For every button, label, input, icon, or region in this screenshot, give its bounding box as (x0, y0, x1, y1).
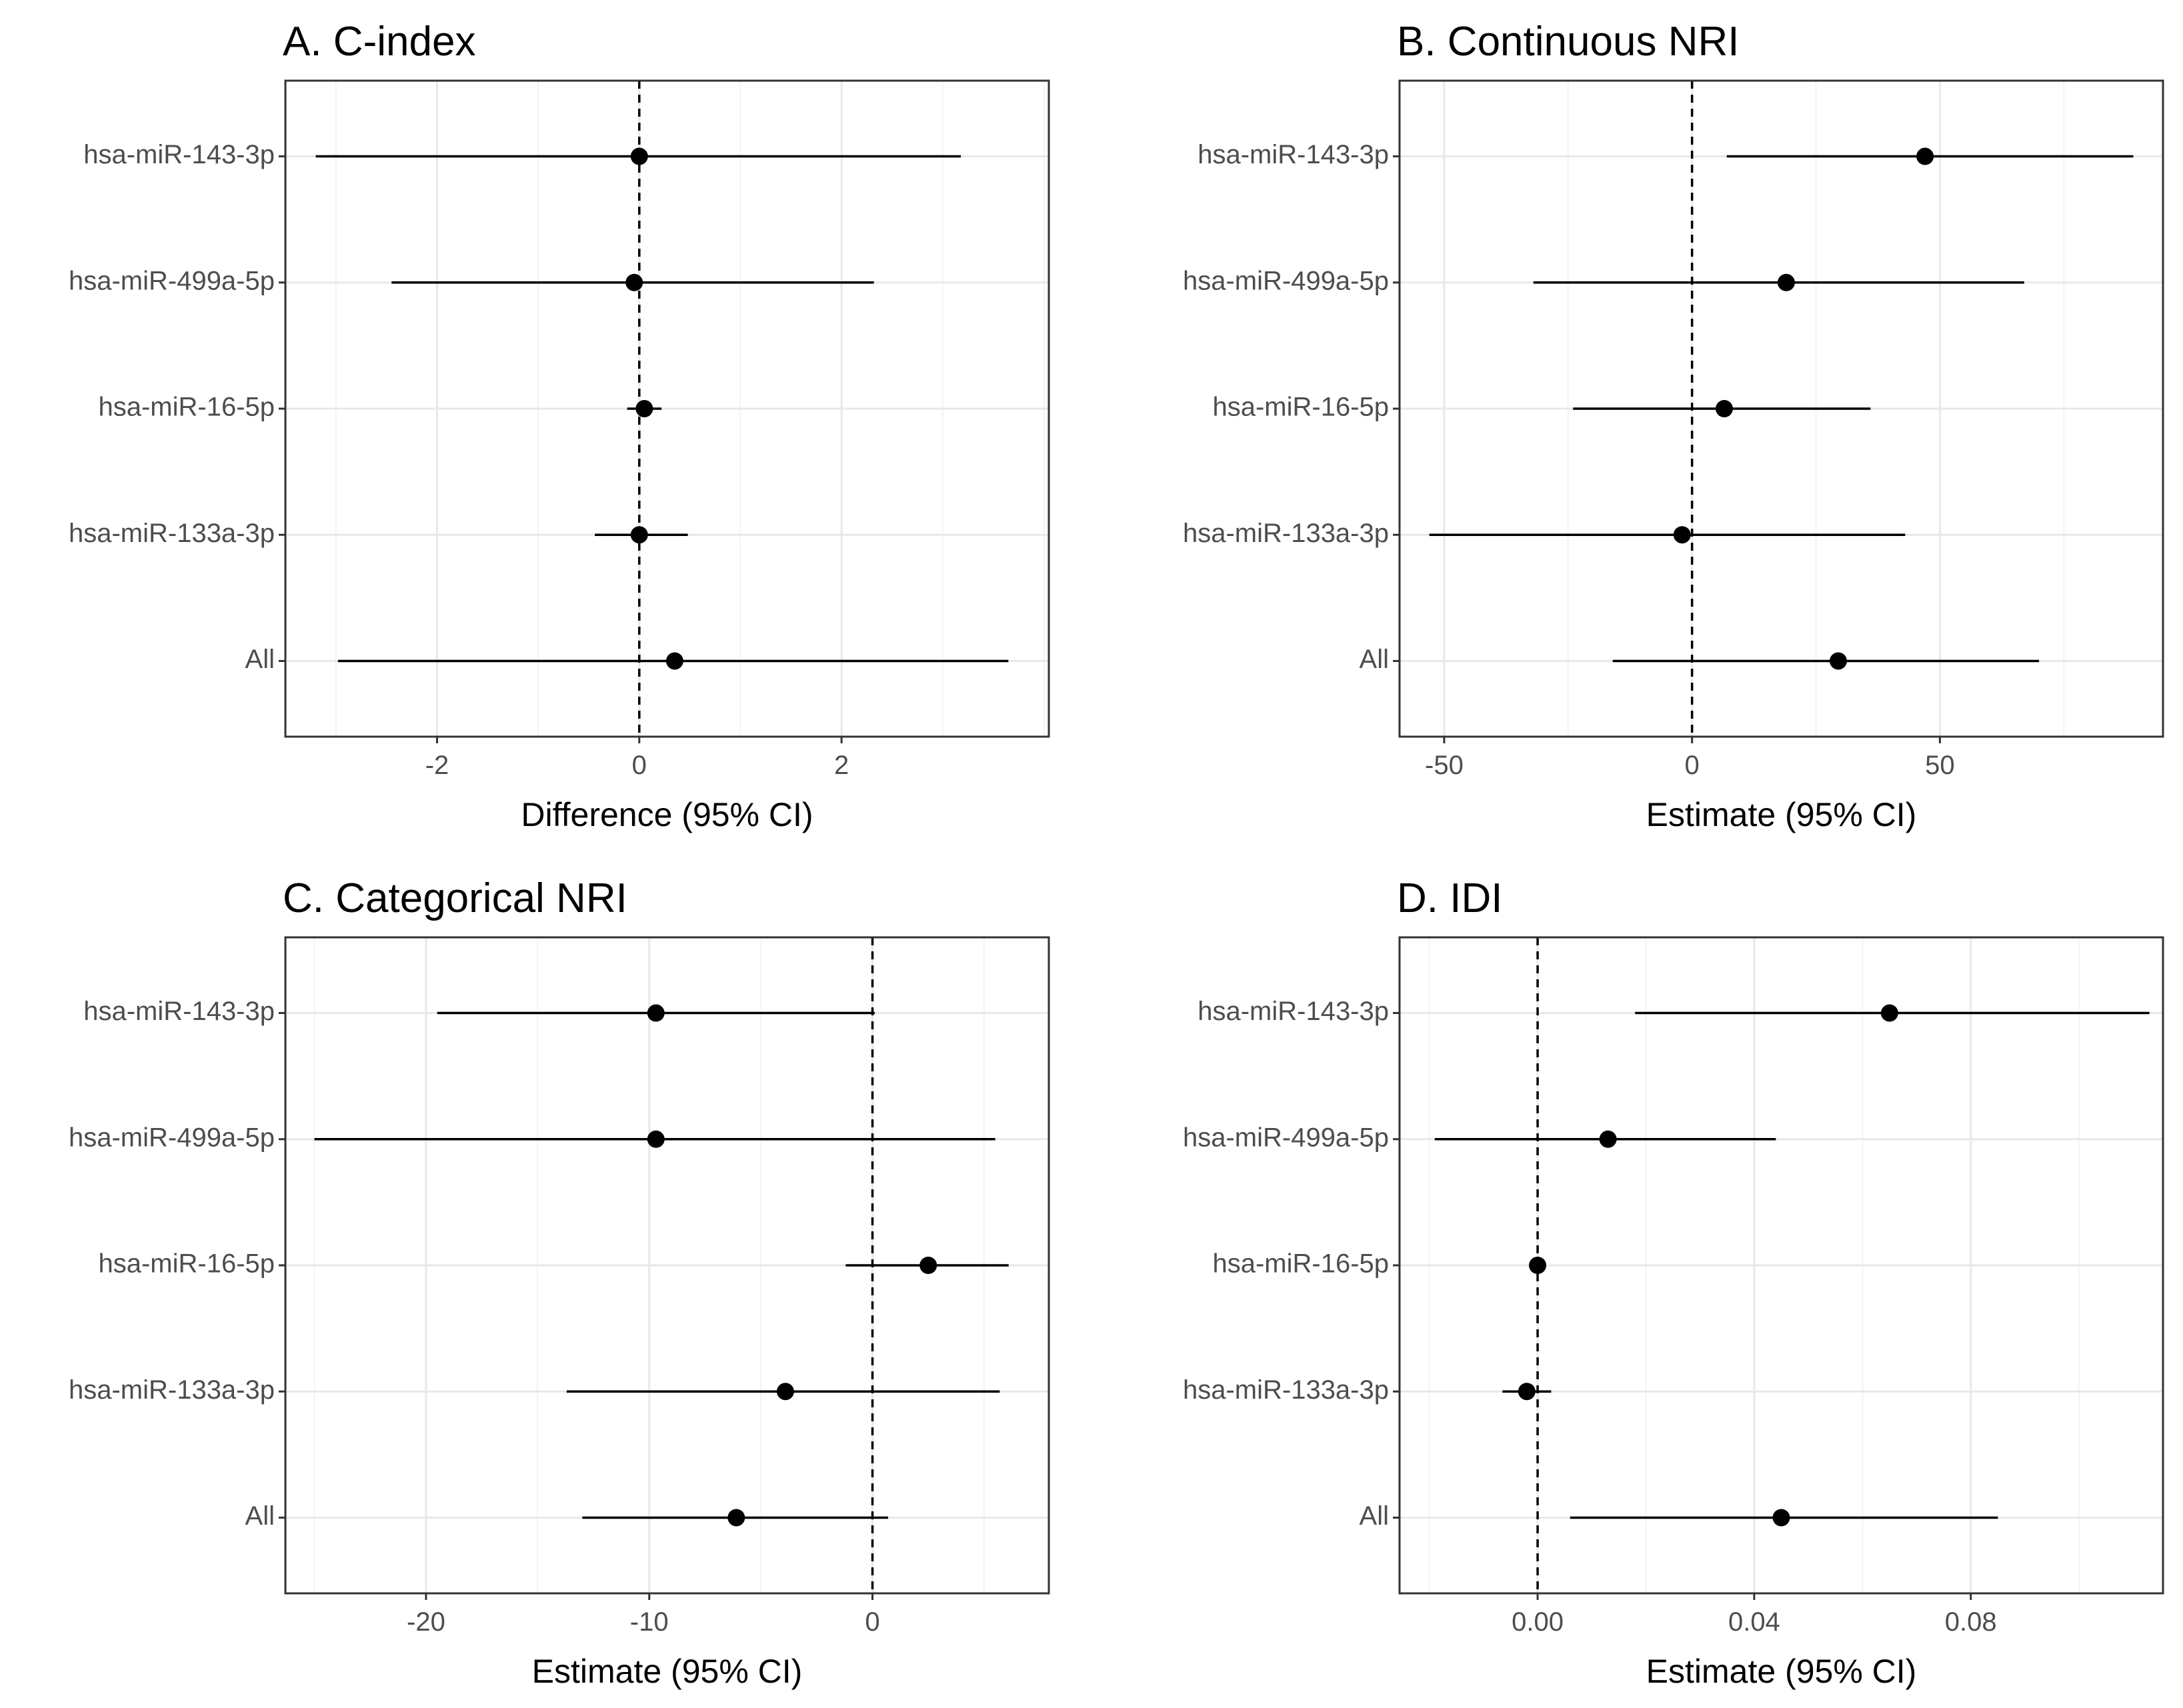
x-tick-label: 0.00 (1512, 1607, 1564, 1637)
y-tick-label-hsa-mir-133a-3p: hsa-miR-133a-3p (1183, 1375, 1389, 1405)
estimate-point-hsa-mir-143-3p (1880, 1004, 1898, 1022)
y-tick-label-hsa-mir-499a-5p: hsa-miR-499a-5p (1183, 266, 1389, 295)
y-tick-label-hsa-mir-499a-5p: hsa-miR-499a-5p (69, 266, 275, 295)
estimate-point-hsa-mir-133a-3p (776, 1383, 794, 1401)
estimate-point-hsa-mir-133a-3p (630, 526, 648, 544)
y-tick-label-hsa-mir-16-5p: hsa-miR-16-5p (1212, 1249, 1389, 1279)
x-axis-label: Estimate (95% CI) (1646, 1653, 1917, 1690)
x-tick-label: 0.04 (1728, 1607, 1780, 1637)
estimate-point-all (1772, 1509, 1790, 1527)
y-tick-label-hsa-mir-143-3p: hsa-miR-143-3p (1198, 140, 1389, 169)
x-tick-label: 0.08 (1945, 1607, 1997, 1637)
y-tick-label-hsa-mir-16-5p: hsa-miR-16-5p (98, 393, 275, 422)
estimate-point-hsa-mir-16-5p (1529, 1257, 1547, 1274)
estimate-point-hsa-mir-499a-5p (1599, 1130, 1617, 1148)
panel-b: hsa-miR-143-3p hsa-miR-499a-5p hsa-miR-16-… (1183, 19, 2164, 833)
y-tick-label-hsa-mir-133a-3p: hsa-miR-133a-3p (69, 519, 275, 548)
y-tick-label-hsa-mir-16-5p: hsa-miR-16-5p (1212, 393, 1389, 422)
estimate-point-hsa-mir-16-5p (635, 400, 653, 417)
x-tick-label: -2 (425, 751, 449, 780)
panel-a: hsa-miR-143-3p hsa-miR-499a-5p hsa-miR-16-… (69, 19, 1050, 833)
estimate-point-hsa-mir-143-3p (1916, 147, 1934, 165)
x-tick-label: 2 (834, 751, 849, 780)
panel-title: A. C-index (283, 19, 475, 65)
estimate-point-all (1830, 652, 1848, 670)
y-tick-label-all: All (245, 645, 275, 674)
estimate-point-hsa-mir-16-5p (919, 1257, 937, 1274)
estimate-point-hsa-mir-499a-5p (1777, 273, 1795, 291)
estimate-point-all (727, 1509, 745, 1527)
x-axis-label: Estimate (95% CI) (532, 1653, 803, 1690)
y-tick-label-hsa-mir-143-3p: hsa-miR-143-3p (83, 997, 275, 1026)
x-tick-label: -20 (407, 1607, 445, 1637)
y-tick-label-hsa-mir-133a-3p: hsa-miR-133a-3p (1183, 519, 1389, 548)
estimate-point-hsa-mir-143-3p (630, 147, 648, 165)
y-tick-label-hsa-mir-143-3p: hsa-miR-143-3p (83, 140, 275, 169)
x-tick-label: 0 (1685, 751, 1700, 780)
x-axis-label: Difference (95% CI) (521, 796, 813, 833)
estimate-point-hsa-mir-143-3p (647, 1004, 665, 1022)
y-tick-label-hsa-mir-16-5p: hsa-miR-16-5p (98, 1249, 275, 1279)
estimate-point-hsa-mir-133a-3p (1518, 1383, 1536, 1401)
x-tick-label: 0 (632, 751, 647, 780)
estimate-point-all (665, 652, 683, 670)
panel-title: B. Continuous NRI (1397, 19, 1739, 65)
panel-c: hsa-miR-143-3p hsa-miR-499a-5p hsa-miR-16-… (69, 875, 1050, 1690)
panel-d: hsa-miR-143-3p hsa-miR-499a-5p hsa-miR-16-… (1183, 875, 2164, 1690)
x-axis-label: Estimate (95% CI) (1646, 796, 1917, 833)
x-tick-label: 0 (865, 1607, 879, 1637)
x-tick-label: -10 (630, 1607, 669, 1637)
panel-title: C. Categorical NRI (283, 875, 627, 921)
y-tick-label-hsa-mir-143-3p: hsa-miR-143-3p (1198, 997, 1389, 1026)
y-tick-label-hsa-mir-499a-5p: hsa-miR-499a-5p (1183, 1123, 1389, 1152)
estimate-point-hsa-mir-499a-5p (625, 273, 643, 291)
y-tick-label-hsa-mir-133a-3p: hsa-miR-133a-3p (69, 1375, 275, 1405)
y-tick-label-all: All (1360, 645, 1389, 674)
panel-title: D. IDI (1397, 875, 1502, 921)
y-tick-label-hsa-mir-499a-5p: hsa-miR-499a-5p (69, 1123, 275, 1152)
estimate-point-hsa-mir-133a-3p (1673, 526, 1691, 544)
estimate-point-hsa-mir-16-5p (1715, 400, 1733, 417)
estimate-point-hsa-mir-499a-5p (647, 1130, 665, 1148)
x-tick-label: 50 (1925, 751, 1955, 780)
y-tick-label-all: All (245, 1501, 275, 1531)
y-tick-label-all: All (1360, 1501, 1389, 1531)
x-tick-label: -50 (1425, 751, 1464, 780)
